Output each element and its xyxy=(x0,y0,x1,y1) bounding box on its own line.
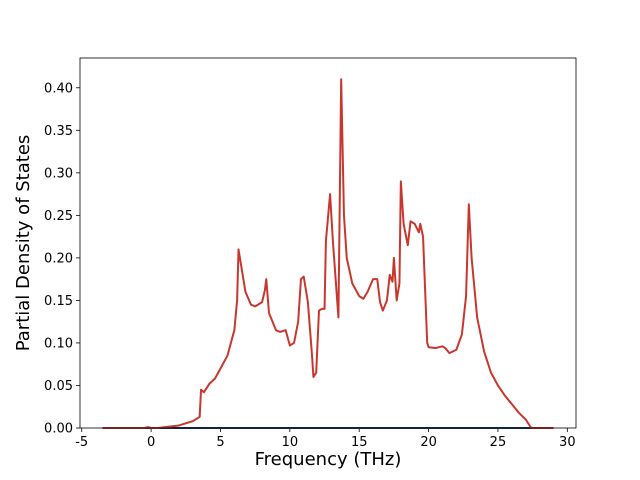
y-tick-label: 0.25 xyxy=(44,209,73,224)
y-tick-label: 0.35 xyxy=(44,124,73,139)
x-tick-label: 10 xyxy=(282,435,299,450)
y-tick-label: 0.00 xyxy=(44,422,73,437)
y-tick-label: 0.20 xyxy=(44,251,73,266)
x-tick-label: 25 xyxy=(490,435,507,450)
x-tick-label: 5 xyxy=(216,435,224,450)
y-tick-label: 0.10 xyxy=(44,336,73,351)
x-axis-label: Frequency (THz) xyxy=(255,449,402,470)
y-tick-label: 0.30 xyxy=(44,166,73,181)
y-tick-label: 0.15 xyxy=(44,294,73,309)
x-tick-label: 0 xyxy=(147,435,155,450)
x-tick-label: 30 xyxy=(559,435,576,450)
x-tick-label: 15 xyxy=(351,435,368,450)
x-tick-label: 20 xyxy=(420,435,437,450)
y-tick-label: 0.40 xyxy=(44,81,73,96)
y-axis-label: Partial Density of States xyxy=(13,135,34,352)
line xyxy=(102,78,554,429)
x-tick-label: -5 xyxy=(75,435,88,450)
plot-frame xyxy=(79,57,577,429)
y-tick-label: 0.05 xyxy=(44,379,73,394)
